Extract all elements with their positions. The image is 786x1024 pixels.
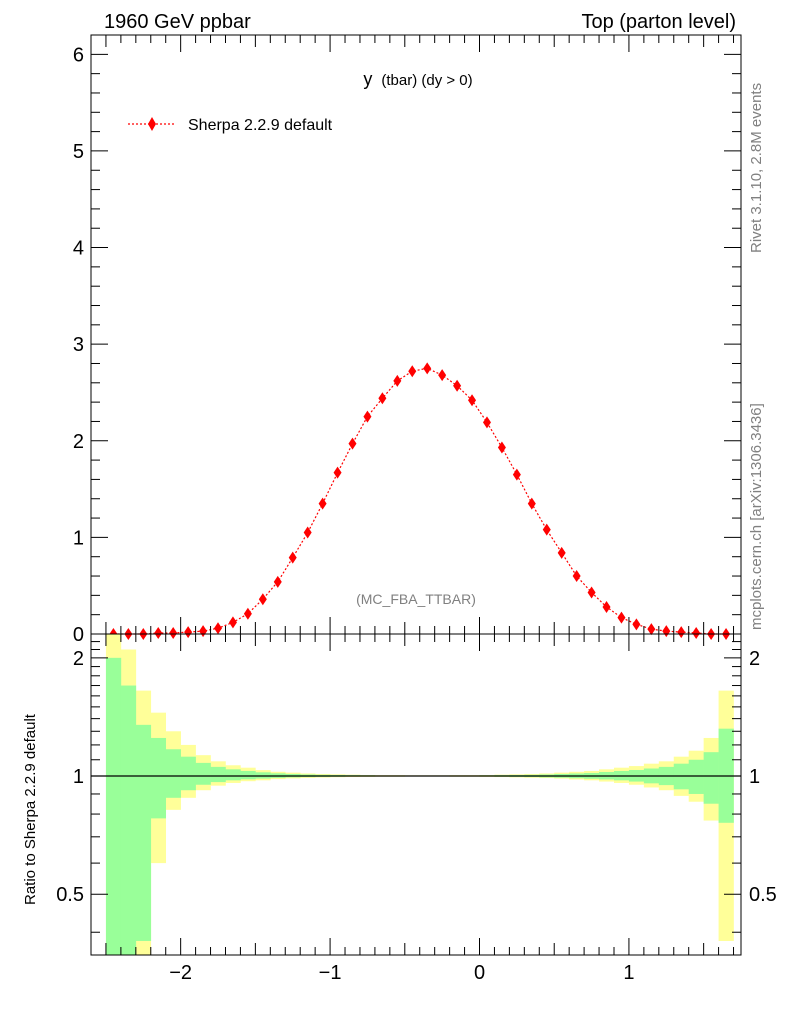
watermark: (MC_FBA_TTBAR) (356, 591, 476, 607)
ratio-y-tick-label: 1 (73, 766, 84, 788)
header-process-label: Top (parton level) (581, 11, 736, 33)
ratio-y-tick-label-right: 1 (749, 766, 760, 788)
data-point (423, 362, 432, 375)
y-tick-label: 3 (73, 334, 84, 356)
data-point (333, 466, 342, 479)
data-point (617, 611, 626, 624)
data-point (632, 618, 641, 631)
y-tick-label: 4 (73, 238, 84, 260)
side-mcplots-label: mcplots.cern.ch [arXiv:1306.3436] (748, 403, 765, 630)
ratio-band-inner (120, 685, 137, 955)
ratio-band-inner (210, 766, 226, 783)
data-point (273, 575, 282, 588)
x-tick-label: −1 (319, 962, 342, 984)
legend-label: Sherpa 2.2.9 default (188, 117, 333, 134)
y-tick-label: 2 (73, 431, 84, 453)
main-title-var: y (363, 69, 372, 89)
data-point (602, 600, 611, 613)
data-point (228, 616, 237, 629)
data-point (438, 369, 447, 382)
data-point (378, 392, 387, 405)
ratio-band-inner (195, 762, 211, 785)
data-point (542, 523, 551, 536)
data-point (288, 551, 297, 564)
data-point (497, 441, 506, 454)
data-point (393, 374, 402, 387)
ratio-panel: −2 −1 0 1 0.5 0.5 1 1 2 2 (56, 633, 777, 984)
data-point (482, 416, 491, 429)
ratio-band-inner (240, 770, 256, 780)
ratio-y-tick-label: 0.5 (56, 884, 84, 906)
data-point (677, 626, 686, 639)
ratio-band-inner (688, 759, 704, 794)
main-title-sub: (tbar) (dy > 0) (381, 72, 472, 89)
ratio-y-tick-label-right: 0.5 (749, 884, 777, 906)
ratio-band-inner (135, 724, 152, 941)
data-point (408, 365, 417, 378)
data-point (512, 468, 521, 481)
ratio-y-tick-label: 2 (73, 648, 84, 670)
ratio-y-tick-label-right: 2 (749, 648, 760, 670)
data-point (662, 625, 671, 638)
data-point (647, 623, 656, 636)
data-point (243, 607, 252, 620)
data-point (184, 626, 193, 639)
data-point (527, 497, 536, 510)
ratio-band-inner (225, 769, 241, 781)
data-point (692, 627, 701, 640)
data-point (453, 379, 462, 392)
y-tick-label: 1 (73, 527, 84, 549)
data-point (199, 625, 208, 638)
ratio-ylabel: Ratio to Sherpa 2.2.9 default (22, 713, 39, 905)
data-point (154, 627, 163, 640)
y-tick-label: 5 (73, 141, 84, 163)
ratio-band-inner (165, 749, 181, 798)
data-point (214, 622, 223, 635)
main-title: y (tbar) (dy > 0) (363, 69, 472, 89)
ratio-band-inner (150, 737, 167, 819)
ratio-band-inner (105, 657, 122, 955)
x-tick-label: −2 (169, 962, 192, 984)
ratio-band-inner (703, 752, 719, 804)
data-point (363, 410, 372, 423)
x-tick-label: 1 (623, 962, 634, 984)
ratio-band-inner (180, 756, 196, 791)
data-point (258, 593, 267, 606)
x-tick-label: 0 (474, 962, 485, 984)
main-panel: 0 1 2 3 4 5 6 (73, 34, 742, 646)
header-energy-label: 1960 GeV ppbar (104, 11, 251, 33)
data-point (587, 586, 596, 599)
ratio-frame (90, 633, 742, 956)
data-point (468, 394, 477, 407)
data-point (303, 526, 312, 539)
y-tick-label: 6 (73, 44, 84, 66)
legend: Sherpa 2.2.9 default (128, 117, 333, 134)
data-point (169, 627, 178, 640)
data-point (557, 546, 566, 559)
legend-marker (148, 117, 156, 131)
side-rivet-label: Rivet 3.1.10, 2.8M events (748, 83, 765, 253)
y-tick-label: 0 (73, 624, 84, 646)
data-point (572, 570, 581, 583)
data-point (318, 497, 327, 510)
data-point (348, 437, 357, 450)
